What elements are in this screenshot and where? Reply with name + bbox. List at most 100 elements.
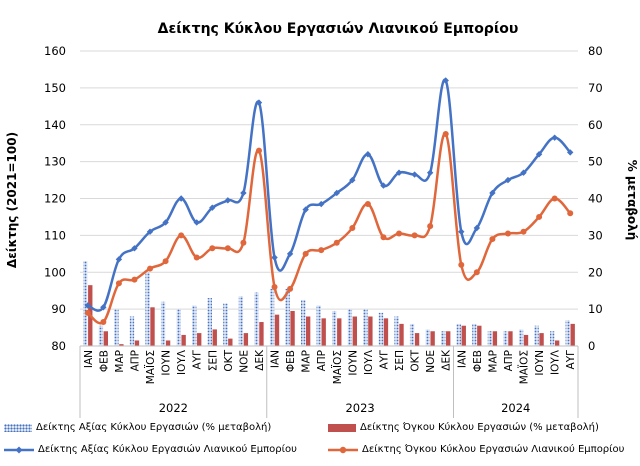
legend-label-volume-index: Δείκτης Όγκου Κύκλου Εργασιών Λιανικού Ε… bbox=[362, 444, 625, 455]
volume-index-point bbox=[115, 280, 122, 287]
value-index-point bbox=[489, 189, 496, 197]
left-tick-label: 140 bbox=[44, 118, 66, 132]
chart-title: Δείκτης Κύκλου Εργασιών Λιανικού Εμπορίο… bbox=[158, 21, 519, 37]
year-label: 2024 bbox=[501, 401, 530, 415]
value-percent-bar bbox=[503, 331, 508, 346]
value-percent-bar bbox=[160, 301, 166, 346]
value-index-path bbox=[87, 78, 572, 312]
month-label: ΔΕΚ bbox=[441, 349, 453, 371]
volume-index-line bbox=[84, 130, 574, 326]
volume-index-point bbox=[364, 201, 371, 208]
volume-percent-bar bbox=[305, 316, 311, 346]
value-index-point bbox=[146, 228, 154, 235]
value-index-point bbox=[458, 228, 465, 235]
month-label: ΜΑΪΟΣ bbox=[518, 350, 531, 384]
value-percent-bar bbox=[238, 296, 244, 346]
value-percent-bar bbox=[176, 309, 181, 346]
month-label: ΑΠΡ bbox=[129, 350, 141, 371]
value-index-point bbox=[115, 256, 123, 263]
month-label: ΦΕΒ bbox=[472, 350, 484, 372]
value-index-point bbox=[349, 176, 356, 184]
month-label: ΑΠΡ bbox=[316, 350, 328, 371]
month-label: ΙΟΥΝ bbox=[347, 350, 359, 376]
value-percent-bar bbox=[300, 299, 306, 346]
value-index-point bbox=[551, 134, 558, 141]
volume-percent-bar bbox=[554, 340, 560, 346]
volume-index-point bbox=[193, 254, 200, 261]
volume-index-point bbox=[318, 247, 325, 254]
month-label: ΔΕΚ bbox=[254, 349, 266, 371]
value-percent-bar bbox=[534, 325, 539, 346]
legend-item-value-percent: Δείκτης Αξίας Κύκλου Εργασιών (% μεταβολ… bbox=[4, 422, 271, 433]
volume-percent-bar bbox=[368, 316, 373, 346]
volume-percent-bar bbox=[274, 314, 280, 346]
volume-percent-bar bbox=[321, 318, 326, 346]
volume-index-point bbox=[567, 210, 574, 217]
volume-percent-bar bbox=[430, 331, 435, 346]
legend-label-value-index: Δείκτης Αξίας Κύκλου Εργασιών Λιανικού Ε… bbox=[38, 444, 297, 455]
volume-percent-bar bbox=[134, 340, 140, 346]
value-index-point bbox=[426, 169, 434, 176]
value-percent-bar bbox=[114, 309, 119, 346]
year-label: 2023 bbox=[345, 401, 374, 415]
right-tick-label: 60 bbox=[588, 118, 603, 132]
legend-swatch-red bbox=[328, 423, 356, 432]
volume-percent-bar bbox=[523, 334, 529, 346]
value-percent-bar bbox=[409, 323, 415, 346]
value-index-point bbox=[504, 176, 512, 184]
volume-percent-bar bbox=[570, 323, 575, 346]
value-index-point bbox=[84, 302, 91, 309]
left-tick-label: 100 bbox=[44, 265, 66, 279]
left-tick-label: 130 bbox=[44, 155, 66, 169]
value-percent-bar bbox=[487, 331, 493, 346]
value-index-point bbox=[473, 224, 481, 232]
month-label: ΝΟΕ bbox=[425, 350, 437, 373]
volume-index-point bbox=[427, 223, 434, 230]
value-index-point bbox=[520, 169, 527, 176]
month-label: ΣΕΠ bbox=[207, 350, 219, 371]
volume-percent-bars bbox=[88, 285, 575, 346]
volume-index-point bbox=[147, 265, 154, 272]
volume-percent-bar bbox=[181, 334, 186, 346]
volume-index-point bbox=[458, 261, 465, 268]
value-percent-bar bbox=[332, 310, 337, 346]
value-index-point bbox=[100, 304, 107, 311]
volume-index-point bbox=[255, 147, 262, 154]
value-index-point bbox=[535, 151, 543, 158]
volume-index-point bbox=[520, 228, 527, 235]
right-axis-ticks: 0 10 20 30 40 50 60 70 80 bbox=[588, 44, 603, 353]
volume-percent-bar bbox=[228, 338, 233, 346]
right-tick-label: 30 bbox=[588, 228, 603, 242]
volume-index-point bbox=[442, 130, 449, 137]
month-label: ΙΟΥΛ bbox=[550, 349, 562, 375]
value-percent-bar bbox=[254, 292, 259, 346]
right-tick-label: 80 bbox=[588, 44, 603, 58]
volume-index-point bbox=[271, 284, 278, 290]
x-axis-separators bbox=[79, 345, 579, 418]
value-percent-bar bbox=[347, 309, 353, 346]
value-percent-bar bbox=[223, 303, 228, 346]
volume-index-point bbox=[84, 309, 91, 316]
left-tick-label: 120 bbox=[44, 192, 66, 206]
value-percent-bar bbox=[394, 316, 399, 346]
value-index-point bbox=[318, 200, 325, 208]
value-percent-bar bbox=[549, 331, 555, 346]
volume-percent-bar bbox=[103, 331, 109, 346]
value-index-point bbox=[567, 149, 574, 156]
left-tick-label: 150 bbox=[44, 81, 66, 95]
legend-swatch-dotted-blue bbox=[4, 423, 32, 432]
right-tick-label: 20 bbox=[588, 265, 603, 279]
value-percent-bar bbox=[129, 316, 135, 346]
month-label: ΙΟΥΛ bbox=[363, 349, 375, 375]
value-index-point bbox=[286, 250, 294, 258]
month-label: ΑΥΓ bbox=[378, 350, 390, 370]
value-percent-bar bbox=[425, 329, 430, 346]
volume-index-point bbox=[287, 285, 294, 292]
volume-index-path bbox=[86, 132, 572, 325]
value-index-point bbox=[224, 197, 232, 204]
volume-index-point bbox=[489, 236, 496, 243]
volume-index-point bbox=[349, 225, 356, 231]
chart: Δείκτης Κύκλου Εργασιών Λιανικού Εμπορίο… bbox=[5, 21, 639, 418]
value-percent-bar bbox=[441, 331, 446, 346]
month-label: ΟΚΤ bbox=[410, 349, 422, 371]
